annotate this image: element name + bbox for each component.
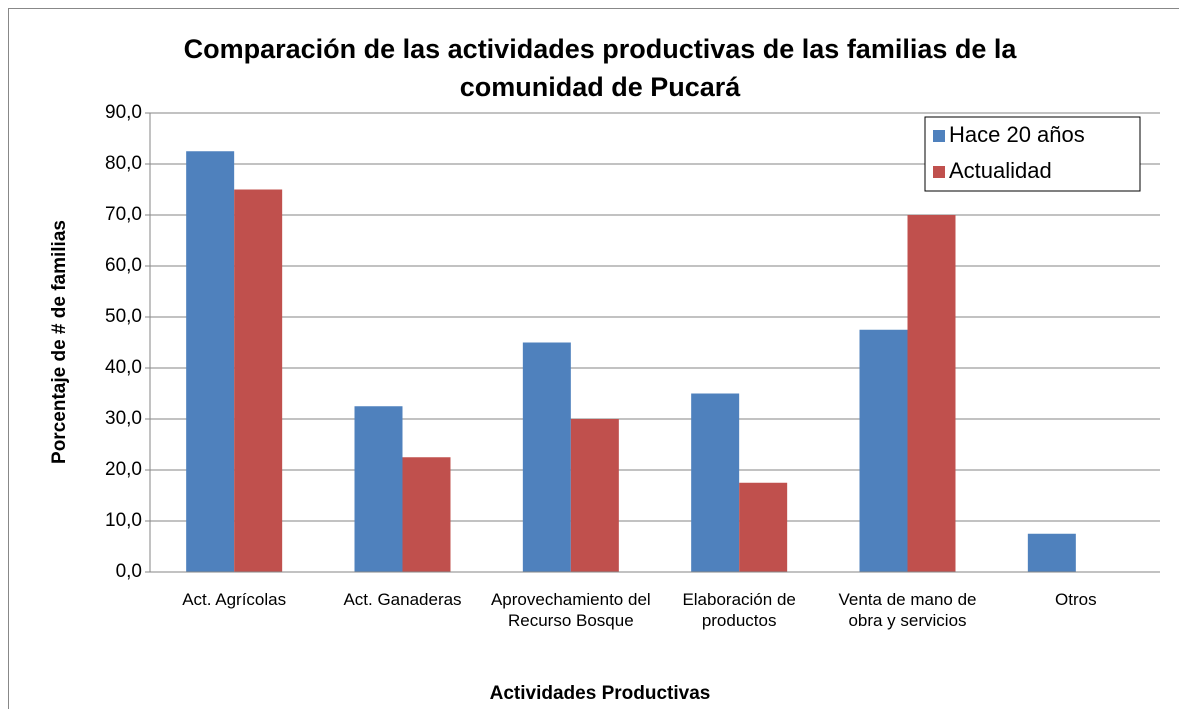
x-tick-label: Elaboración de productos <box>682 590 796 630</box>
x-tick-label: Act. Ganaderas <box>343 590 462 609</box>
y-axis-title: Porcentaje de # de familias <box>49 220 70 464</box>
bar <box>691 393 740 572</box>
chart-frame <box>8 8 1179 709</box>
legend-label: Hace 20 años <box>949 122 1085 147</box>
y-tick-label: 90,0 <box>105 102 142 123</box>
x-axis-title: Actividades Productivas <box>490 683 711 704</box>
bar <box>522 342 571 572</box>
x-tick-label: Otros <box>1055 590 1097 609</box>
chart-title: Comparación de las actividades productiv… <box>183 34 1017 102</box>
bar <box>907 215 956 572</box>
bar <box>354 406 403 572</box>
y-tick-label: 60,0 <box>105 255 142 276</box>
bar <box>859 329 908 572</box>
bar <box>570 419 619 572</box>
legend-swatch <box>933 166 945 178</box>
y-tick-label: 70,0 <box>105 204 142 225</box>
y-tick-label: 80,0 <box>105 153 142 174</box>
y-tick-label: 50,0 <box>105 306 142 327</box>
y-tick-label: 40,0 <box>105 357 142 378</box>
y-tick-label: 30,0 <box>105 408 142 429</box>
bar <box>739 482 788 572</box>
bar <box>186 151 235 572</box>
legend-label: Actualidad <box>949 158 1052 183</box>
x-tick-label: Aprovechamiento del Recurso Bosque <box>490 590 651 630</box>
y-tick-label: 0,0 <box>116 561 142 582</box>
y-tick-label: 20,0 <box>105 459 142 480</box>
bar <box>234 189 283 572</box>
bar <box>1027 533 1076 572</box>
bar <box>402 457 451 572</box>
x-tick-label: Venta de mano de obra y servicios <box>838 590 977 630</box>
legend-swatch <box>933 130 945 142</box>
x-tick-label: Act. Agrícolas <box>182 590 287 609</box>
legend-box <box>924 116 1141 192</box>
y-tick-label: 10,0 <box>105 510 142 531</box>
